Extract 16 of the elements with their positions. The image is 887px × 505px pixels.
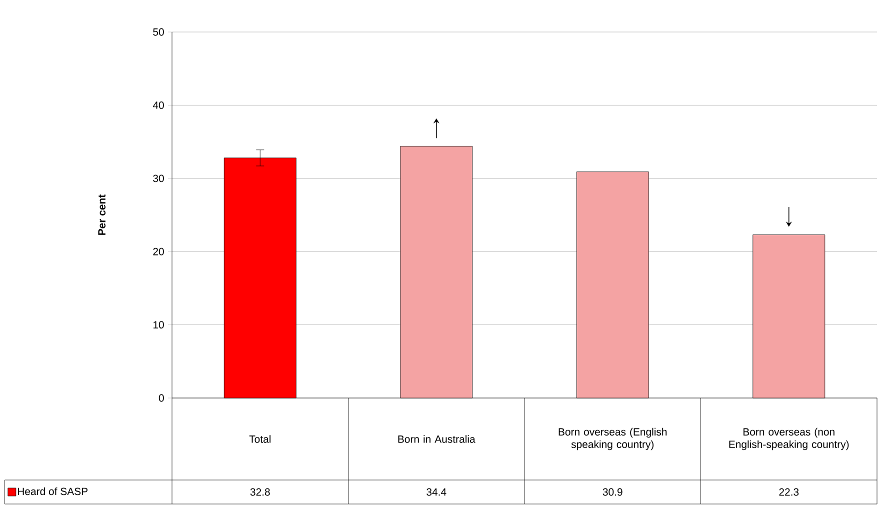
data-label: 34.4 <box>426 488 446 496</box>
x-tick-label: Born overseas (English speaking country) <box>558 428 667 450</box>
y-tick-label: 20 <box>153 248 164 256</box>
y-tick-label: 30 <box>153 174 164 182</box>
y-tick-label: 10 <box>153 321 164 329</box>
x-tick-label: Born in Australia <box>398 435 476 443</box>
legend-label: Heard of SASP <box>18 487 88 496</box>
x-tick-label: Total <box>249 435 270 443</box>
data-label: 22.3 <box>779 488 799 496</box>
data-label: 30.9 <box>602 488 622 496</box>
y-tick-label: 40 <box>152 102 164 109</box>
x-tick-label: Born overseas (non English-speaking country) <box>729 428 849 450</box>
y-axis-title: Per cent <box>98 194 106 235</box>
y-tick-label: 50 <box>153 28 164 36</box>
y-tick-label: 0 <box>158 394 164 402</box>
data-label: 32.8 <box>250 488 270 496</box>
